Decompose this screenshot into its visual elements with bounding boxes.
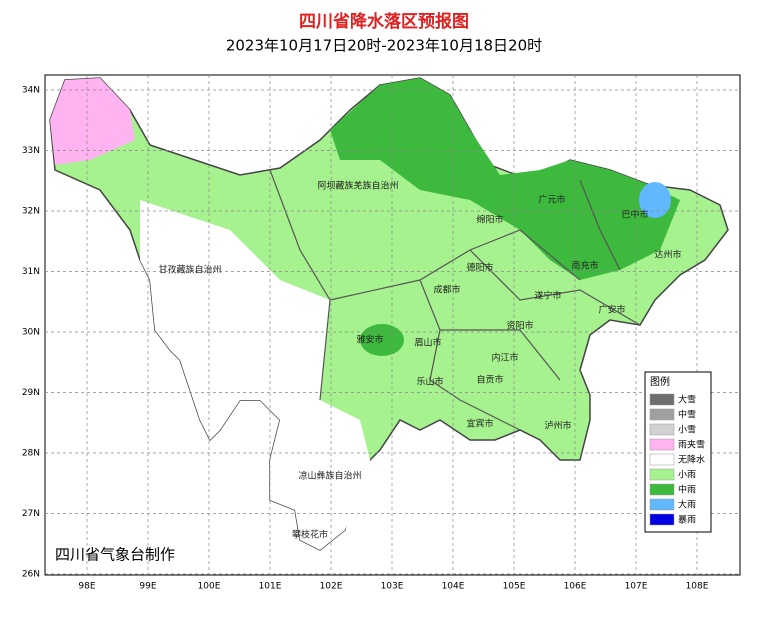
region-label: 绵阳市 [476, 214, 503, 226]
legend-label: 中雪 [678, 409, 696, 421]
legend-swatch [649, 453, 675, 466]
region-label: 甘孜藏族自治州 [158, 264, 221, 276]
legend-label: 大雪 [678, 394, 696, 406]
region-label: 南充市 [571, 260, 598, 272]
region-label: 凉山彝族自治州 [298, 470, 361, 482]
legend-swatch [649, 408, 675, 421]
sleet-area [50, 78, 135, 165]
legend-swatch [649, 393, 675, 406]
region-label: 雅安市 [356, 334, 383, 346]
region-label: 宜宾市 [466, 418, 493, 430]
region-label: 眉山市 [414, 337, 441, 349]
legend-label: 无降水 [678, 454, 705, 466]
region-label: 巴中市 [621, 209, 648, 221]
legend-swatch [649, 498, 675, 511]
region-label: 广元市 [538, 194, 565, 206]
region-label: 乐山市 [416, 376, 443, 388]
region-label: 成都市 [433, 284, 460, 296]
lon-label: 105E [503, 582, 526, 592]
legend-swatch [649, 483, 675, 496]
lat-label: 30N [22, 328, 40, 338]
region-label: 遂宁市 [534, 290, 561, 302]
region-label: 达州市 [654, 249, 681, 261]
legend-swatch [649, 468, 675, 481]
footer: 四川省气象台制作 [55, 546, 175, 564]
lat-label: 34N [22, 86, 40, 96]
lon-label: 99E [139, 582, 156, 592]
legend-label: 暴雨 [678, 515, 696, 526]
lon-label: 102E [320, 582, 343, 592]
region-label: 广安市 [598, 304, 625, 316]
no-rain-area [140, 200, 370, 550]
legend-label: 小雪 [678, 425, 696, 436]
legend-swatch [649, 513, 675, 526]
lat-label: 26N [22, 570, 40, 580]
title: 四川省降水落区预报图 [299, 11, 469, 32]
lat-label: 32N [22, 207, 40, 217]
legend-title: 图例 [650, 375, 670, 388]
legend-label: 小雨 [678, 470, 696, 481]
lon-label: 106E [564, 582, 587, 592]
region-label: 内江市 [491, 352, 518, 364]
lon-label: 107E [625, 582, 648, 592]
legend-swatch [649, 423, 675, 436]
lat-label: 28N [22, 449, 40, 459]
lon-label: 100E [198, 582, 221, 592]
lat-label: 33N [22, 146, 40, 156]
lon-label: 103E [381, 582, 404, 592]
lon-label: 101E [259, 582, 282, 592]
lon-label: 104E [442, 582, 465, 592]
legend-label: 雨夹雪 [678, 439, 705, 451]
region-label: 德阳市 [466, 262, 493, 274]
heavy-rain-area [639, 182, 671, 218]
region-label: 阿坝藏族羌族自治州 [317, 180, 398, 192]
region-label: 泸州市 [544, 420, 571, 432]
lat-label: 31N [22, 267, 40, 277]
legend-swatch [649, 438, 675, 451]
moderate-rain-area [330, 78, 680, 280]
lat-label: 29N [22, 388, 40, 398]
lat-label: 27N [22, 509, 40, 519]
region-label: 自贡市 [476, 374, 503, 386]
legend-label: 中雨 [678, 484, 696, 496]
region-label: 资阳市 [506, 320, 533, 332]
region-label: 攀枝花市 [292, 529, 328, 541]
lon-label: 108E [686, 582, 709, 592]
legend-label: 大雨 [678, 499, 696, 511]
subtitle: 2023年10月17日20时-2023年10月18日20时 [226, 37, 542, 55]
admin-borders [269, 169, 641, 431]
lon-label: 98E [78, 582, 95, 592]
